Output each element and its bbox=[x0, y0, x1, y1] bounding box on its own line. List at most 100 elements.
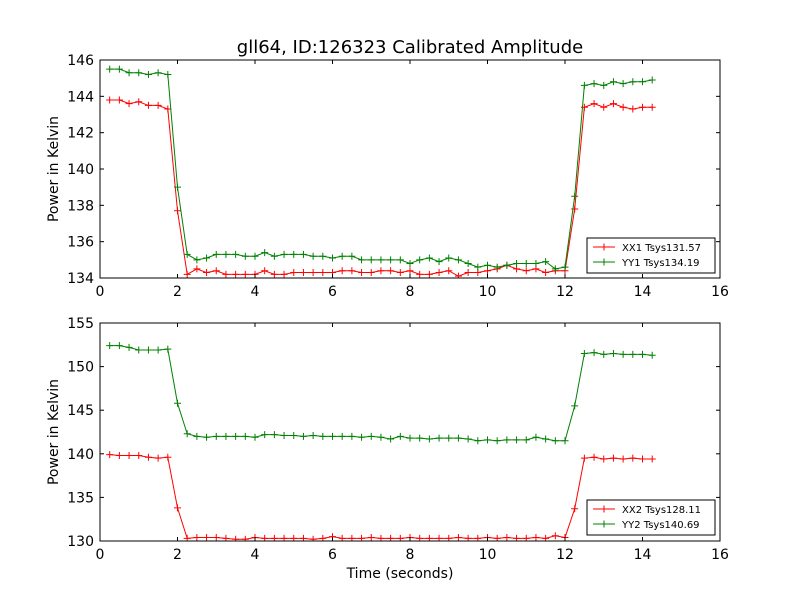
data-point bbox=[522, 267, 530, 275]
data-point bbox=[251, 252, 259, 260]
x-tick-label: 0 bbox=[96, 284, 105, 300]
y-tick-label: 142 bbox=[67, 126, 94, 142]
data-point bbox=[600, 81, 608, 89]
data-point bbox=[183, 250, 191, 258]
data-point bbox=[416, 270, 424, 278]
data-point bbox=[299, 269, 307, 277]
data-point bbox=[619, 103, 627, 111]
y-axis-label: Power in Kelvin bbox=[46, 116, 62, 222]
data-point bbox=[299, 250, 307, 258]
data-point bbox=[241, 252, 249, 260]
data-point bbox=[135, 98, 143, 106]
data-point bbox=[532, 259, 540, 267]
data-point bbox=[377, 267, 385, 275]
data-point bbox=[125, 452, 133, 460]
y-tick-label: 145 bbox=[67, 403, 94, 419]
y-tick-label: 144 bbox=[67, 89, 94, 105]
x-tick-label: 2 bbox=[173, 547, 182, 563]
data-point bbox=[125, 343, 133, 351]
series-2 bbox=[106, 65, 656, 273]
data-point bbox=[193, 432, 201, 440]
data-point bbox=[329, 432, 336, 440]
data-point bbox=[367, 269, 375, 277]
data-point bbox=[425, 435, 433, 443]
data-point bbox=[387, 267, 395, 275]
data-point bbox=[425, 270, 433, 278]
data-point bbox=[464, 259, 472, 267]
legend-marker bbox=[600, 258, 608, 266]
x-tick-label: 10 bbox=[479, 284, 497, 300]
data-point bbox=[580, 454, 588, 462]
data-point bbox=[115, 65, 123, 73]
data-point bbox=[464, 269, 472, 277]
legend-label: YY2 Tsys140.69 bbox=[621, 520, 700, 531]
data-point bbox=[367, 256, 375, 264]
data-point bbox=[513, 259, 521, 267]
data-point bbox=[435, 258, 443, 266]
legend-marker bbox=[600, 243, 608, 251]
data-point bbox=[648, 455, 656, 463]
data-point bbox=[639, 78, 646, 86]
x-tick-label: 0 bbox=[96, 547, 105, 563]
data-point bbox=[270, 270, 278, 278]
data-point bbox=[144, 71, 152, 79]
data-point bbox=[590, 453, 598, 461]
data-point bbox=[174, 207, 181, 215]
data-point bbox=[454, 434, 462, 442]
data-point bbox=[203, 254, 211, 262]
data-point bbox=[183, 430, 191, 438]
data-point bbox=[115, 452, 123, 460]
series-2 bbox=[106, 342, 656, 445]
data-point bbox=[367, 432, 375, 440]
data-point bbox=[309, 269, 317, 277]
data-point bbox=[329, 254, 336, 262]
x-tick-label: 16 bbox=[711, 284, 729, 300]
data-point bbox=[164, 453, 172, 461]
data-point bbox=[193, 265, 201, 273]
data-point bbox=[590, 349, 598, 357]
data-point bbox=[503, 261, 511, 269]
data-point bbox=[212, 267, 220, 275]
data-point bbox=[425, 254, 433, 262]
data-point bbox=[125, 100, 133, 108]
data-point bbox=[542, 258, 550, 266]
data-point bbox=[454, 256, 462, 264]
y-tick-label: 135 bbox=[67, 490, 94, 506]
data-point bbox=[600, 455, 608, 463]
data-point bbox=[629, 78, 637, 86]
x-tick-label: 10 bbox=[479, 547, 497, 563]
top-panel: 0 2 4 6 8 10 12 14 16 134 136 138 140 142 144 146 Power … bbox=[46, 53, 729, 300]
data-point bbox=[590, 80, 598, 88]
data-point bbox=[232, 432, 240, 440]
data-point bbox=[174, 504, 181, 512]
data-point bbox=[203, 433, 211, 441]
data-point bbox=[551, 532, 559, 540]
data-point bbox=[174, 399, 181, 407]
data-point bbox=[454, 272, 462, 278]
data-point bbox=[358, 269, 366, 277]
data-point bbox=[144, 101, 152, 109]
legend-box bbox=[586, 499, 716, 536]
data-point bbox=[232, 250, 240, 258]
data-point bbox=[600, 350, 608, 358]
bottom-panel: 0 2 4 6 8 10 12 14 16 130 135 140 145 150 155 Power in … bbox=[46, 316, 729, 582]
legend: XX1 Tsys131.57 YY1 Tsys134.19 bbox=[586, 237, 716, 274]
data-point bbox=[261, 267, 269, 275]
data-point bbox=[648, 103, 656, 111]
data-point bbox=[454, 534, 462, 541]
data-point bbox=[619, 80, 627, 88]
y-tick-label: 140 bbox=[67, 447, 94, 463]
data-point bbox=[348, 252, 356, 260]
data-point bbox=[261, 431, 269, 439]
data-point bbox=[241, 270, 249, 278]
data-point bbox=[290, 269, 298, 277]
data-point bbox=[396, 256, 404, 264]
data-point bbox=[571, 205, 579, 213]
x-tick-label: 8 bbox=[406, 547, 415, 563]
data-point bbox=[203, 534, 211, 541]
data-point bbox=[154, 69, 162, 77]
data-point bbox=[522, 259, 530, 267]
data-point bbox=[629, 105, 637, 113]
y-tick-label: 130 bbox=[67, 534, 94, 550]
